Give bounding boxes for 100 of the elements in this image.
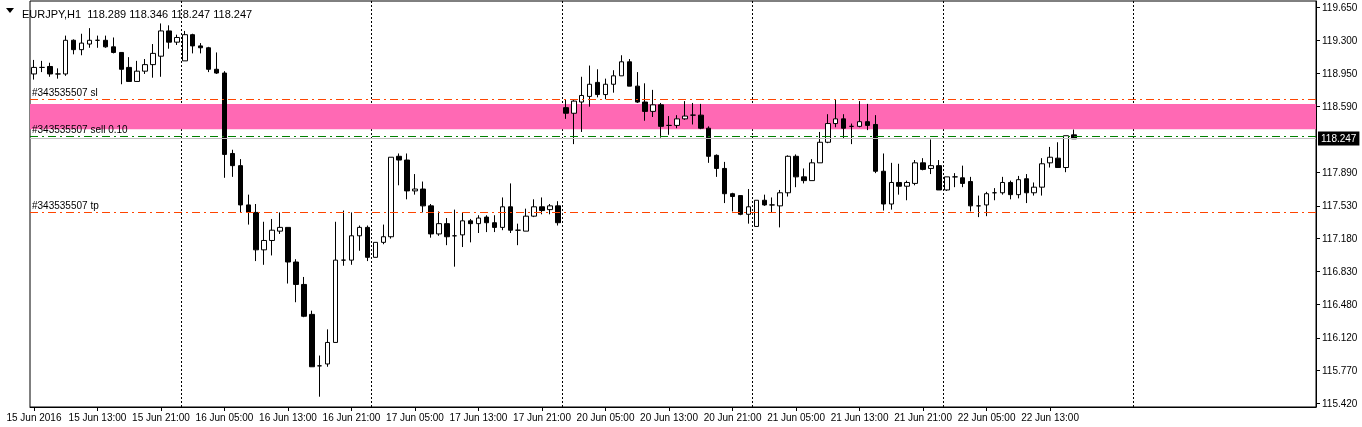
x-tick-label: 20 Jun 21:00	[703, 411, 762, 423]
x-tick-label: 16 Jun 05:00	[195, 411, 254, 423]
candlestick	[484, 214, 489, 233]
candlestick	[611, 69, 616, 94]
x-tick-label: 15 Jun 13:00	[68, 411, 127, 423]
candlestick	[63, 35, 68, 77]
candlestick	[500, 196, 505, 231]
candlestick	[460, 211, 465, 248]
candlestick	[468, 218, 473, 243]
candlestick	[349, 211, 354, 266]
candlestick	[714, 153, 719, 178]
candlestick	[508, 182, 513, 234]
candlestick	[960, 165, 965, 188]
candlestick	[103, 35, 108, 49]
candlestick	[420, 181, 426, 213]
candlestick	[706, 125, 711, 164]
candlestick	[142, 58, 148, 75]
candlestick	[277, 211, 283, 235]
candlestick	[515, 223, 521, 246]
candlestick	[603, 78, 608, 100]
candlestick	[190, 33, 195, 54]
x-tick-label: 16 Jun 21:00	[322, 411, 381, 423]
candlestick	[198, 42, 203, 54]
candlestick	[1031, 181, 1037, 197]
candlestick	[404, 152, 410, 200]
candlestick	[238, 158, 243, 213]
candlestick	[39, 60, 45, 73]
x-tick-label: 16 Jun 13:00	[259, 411, 318, 423]
candlestick	[833, 98, 838, 128]
candlestick	[928, 138, 934, 175]
candlestick	[206, 46, 211, 73]
x-tick-label: 17 Jun 13:00	[449, 411, 508, 423]
x-tick-label: 15 Jun 21:00	[132, 411, 191, 423]
candlestick	[301, 276, 307, 318]
candlestick	[650, 89, 656, 118]
candlestick	[531, 198, 537, 218]
candlestick	[134, 60, 140, 82]
candlestick	[952, 172, 958, 188]
candlestick	[889, 162, 894, 211]
candlestick	[1047, 146, 1053, 169]
candlestick	[849, 123, 854, 145]
candlestick	[111, 36, 116, 54]
candlestick	[881, 152, 886, 212]
candlestick	[126, 56, 132, 82]
ref-line-label: 118.247	[1321, 133, 1357, 145]
candlestick	[817, 131, 823, 164]
candlestick	[809, 158, 815, 182]
candlestick	[293, 258, 299, 303]
candlestick	[523, 208, 529, 232]
candlestick	[627, 58, 632, 87]
ref-line-label: #343535507 tp	[32, 199, 100, 211]
candlestick	[912, 159, 918, 186]
candlestick	[992, 187, 997, 201]
ref-line-label: #343535507 sell 0.10	[32, 124, 129, 136]
y-tick-label: 119.650	[1322, 2, 1358, 14]
y-tick-label: 115.770	[1322, 365, 1358, 377]
candlestick	[1039, 157, 1045, 197]
x-tick-label: 22 Jun 05:00	[957, 411, 1016, 423]
candlestick	[55, 67, 61, 80]
y-tick-label: 118.590	[1322, 101, 1358, 113]
candlestick	[801, 167, 807, 184]
candlestick	[793, 153, 799, 188]
candlestick	[1063, 135, 1069, 173]
candlestick	[396, 152, 402, 186]
candlestick	[682, 100, 688, 121]
candlestick	[452, 209, 457, 268]
candlestick	[476, 214, 481, 234]
candlestick	[1024, 173, 1029, 204]
candlestick	[230, 149, 235, 178]
candlestick	[325, 328, 330, 368]
candlestick	[357, 225, 362, 252]
y-tick-label: 116.480	[1322, 298, 1358, 310]
candlestick	[976, 195, 981, 218]
candlestick	[269, 218, 275, 256]
candlestick	[1016, 175, 1021, 199]
candlestick	[896, 163, 902, 196]
text: EURJPY,H1 118.289 118.346 118.247 118.247	[22, 7, 253, 20]
candlestick	[777, 189, 783, 228]
candlestick	[1000, 176, 1005, 196]
candlestick	[738, 195, 743, 216]
y-tick-label: 118.950	[1322, 67, 1358, 79]
y-tick-label: 117.180	[1322, 233, 1358, 245]
x-tick-label: 20 Jun 13:00	[640, 411, 699, 423]
candlestick	[412, 173, 418, 196]
candlestick	[642, 82, 648, 122]
candlestick	[285, 226, 291, 285]
x-tick-label: 15 Jun 2016	[6, 411, 62, 423]
candlestick	[579, 76, 584, 133]
candlestick	[635, 71, 640, 104]
candlestick	[968, 176, 973, 212]
candlestick	[309, 310, 315, 368]
candlestick	[674, 114, 680, 129]
candlestick	[722, 161, 727, 204]
candlestick	[71, 38, 76, 55]
candlestick	[769, 196, 775, 213]
candlestick	[444, 217, 450, 246]
candlestick	[95, 35, 100, 49]
candlestick	[261, 221, 267, 266]
candlestick	[158, 22, 164, 78]
candlestick	[904, 180, 910, 201]
